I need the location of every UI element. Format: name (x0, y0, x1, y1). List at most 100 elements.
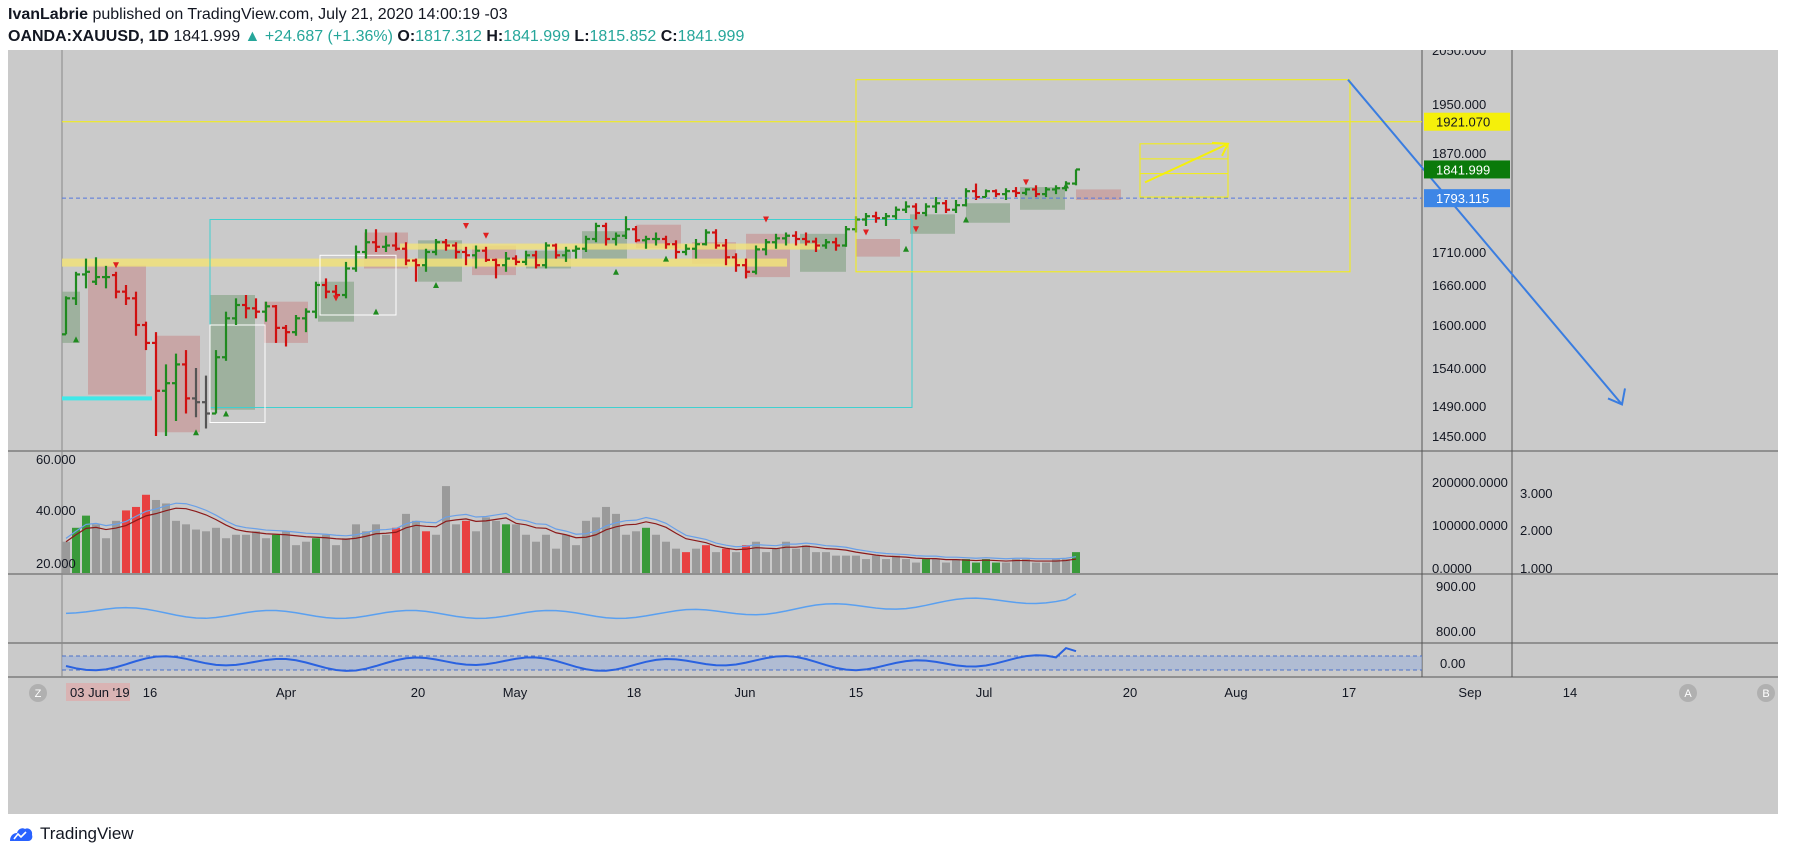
volume-bar (732, 552, 740, 573)
volume-left-tick: 20.000 (36, 556, 76, 571)
volume-bar (532, 541, 540, 573)
volume-bar (82, 515, 90, 573)
signal-zone (1076, 189, 1121, 200)
signal-triangle (73, 336, 79, 343)
volume-bar (212, 527, 220, 573)
volume-bar (1002, 562, 1010, 573)
volume-bar (122, 510, 130, 573)
signal-triangle (483, 232, 489, 239)
volume-bar (432, 534, 440, 573)
signal-triangle (113, 262, 119, 269)
volume-bar (772, 548, 780, 573)
volume-bar (222, 538, 230, 573)
signal-zone (156, 335, 200, 433)
price-tick: 1600.000 (1432, 318, 1486, 333)
volume-bar (422, 531, 430, 573)
signal-triangle (223, 410, 229, 417)
volume-bar (302, 541, 310, 573)
volume-bar (372, 524, 380, 573)
price-label-bg (1424, 189, 1510, 208)
axis-auto-label[interactable]: A (1684, 688, 1692, 700)
volume-bar (742, 545, 750, 573)
volume-bar (672, 548, 680, 573)
volume-bar (402, 513, 410, 573)
author-name[interactable]: IvanLabrie (8, 6, 89, 23)
signal-triangle (963, 216, 969, 223)
scale-tick: 1.000 (1520, 561, 1553, 576)
axis-auto-button[interactable] (1679, 684, 1697, 702)
volume-bar (442, 486, 450, 573)
axis-zoom-button[interactable] (29, 684, 47, 702)
volume-bar (272, 534, 280, 573)
scale-tick: 3.000 (1520, 486, 1553, 501)
target-box (1139, 143, 1229, 198)
volume-bar (292, 545, 300, 573)
volume-bar (192, 529, 200, 573)
volume-bar (812, 552, 820, 573)
volume-bar (972, 562, 980, 573)
time-first-label: 03 Jun '19 (70, 685, 130, 700)
volume-bar (922, 559, 930, 573)
signal-triangle (903, 245, 909, 252)
volume-bar (722, 548, 730, 573)
volume-bar (572, 545, 580, 573)
time-tick: 18 (627, 685, 641, 700)
volume-bar (392, 527, 400, 573)
volume-bar (542, 534, 550, 573)
volume-bar (762, 552, 770, 573)
volume-bar (692, 548, 700, 573)
volume-bar (62, 541, 70, 573)
signal-triangle (333, 295, 339, 302)
price-change: ▲ +24.687 (+1.36%) (244, 28, 393, 45)
price-tick: 1710.000 (1432, 245, 1486, 260)
volume-bar (892, 555, 900, 573)
signal-zone (856, 239, 900, 257)
volume-bar (802, 545, 810, 573)
volume-ma-blue (65, 502, 1077, 560)
ticker-line: OANDA:XAUUSD, 1D 1841.999 ▲ +24.687 (+1.… (8, 28, 744, 46)
time-tick: Sep (1458, 685, 1481, 700)
volume-bar (312, 538, 320, 573)
volume-bar (612, 513, 620, 573)
price-tick: 1540.000 (1432, 361, 1486, 376)
volume-bar (832, 555, 840, 573)
price-label-bg (1424, 160, 1510, 179)
time-tick: May (503, 685, 528, 700)
time-tick: 16 (143, 685, 157, 700)
volume-bar (452, 524, 460, 573)
time-tick: Apr (276, 685, 297, 700)
volume-right-tick: 0.0000 (1432, 561, 1472, 576)
volume-bar (782, 541, 790, 573)
cyan-level (62, 396, 152, 401)
volume-bar (512, 524, 520, 573)
volume-bar (1042, 562, 1050, 573)
volume-bar (462, 520, 470, 573)
time-tick: 20 (411, 685, 425, 700)
volume-bar (822, 552, 830, 573)
momentum-tick: 0.00 (1440, 656, 1465, 671)
volume-bar (352, 524, 360, 573)
volume-bar (252, 531, 260, 573)
volume-bar (632, 531, 640, 573)
osc-tick: 800.00 (1436, 624, 1476, 639)
volume-bar (682, 552, 690, 573)
resistance-band (400, 243, 820, 250)
volume-bar (482, 517, 490, 573)
consolidation-box (209, 219, 913, 408)
volume-bar (152, 499, 160, 573)
axis-back-label[interactable]: B (1762, 688, 1769, 700)
published-text: published on TradingView.com, July 21, 2… (92, 6, 508, 23)
tradingview-footer[interactable]: TradingView (8, 824, 134, 844)
volume-bar (792, 548, 800, 573)
volume-bar (72, 527, 80, 573)
signal-triangle (763, 216, 769, 223)
axis-back-button[interactable] (1757, 684, 1775, 702)
volume-bar (592, 517, 600, 573)
price-tick: 1660.000 (1432, 278, 1486, 293)
signal-triangle (863, 229, 869, 236)
symbol-label: OANDA:XAUUSD, 1D (8, 28, 169, 45)
close-value: 1841.999 (677, 28, 745, 45)
volume-bar (992, 562, 1000, 573)
price-chart[interactable]: 2050.0001950.0001870.0001790.0001710.000… (0, 50, 1804, 814)
axis-zoom-label[interactable]: Z (35, 688, 42, 700)
